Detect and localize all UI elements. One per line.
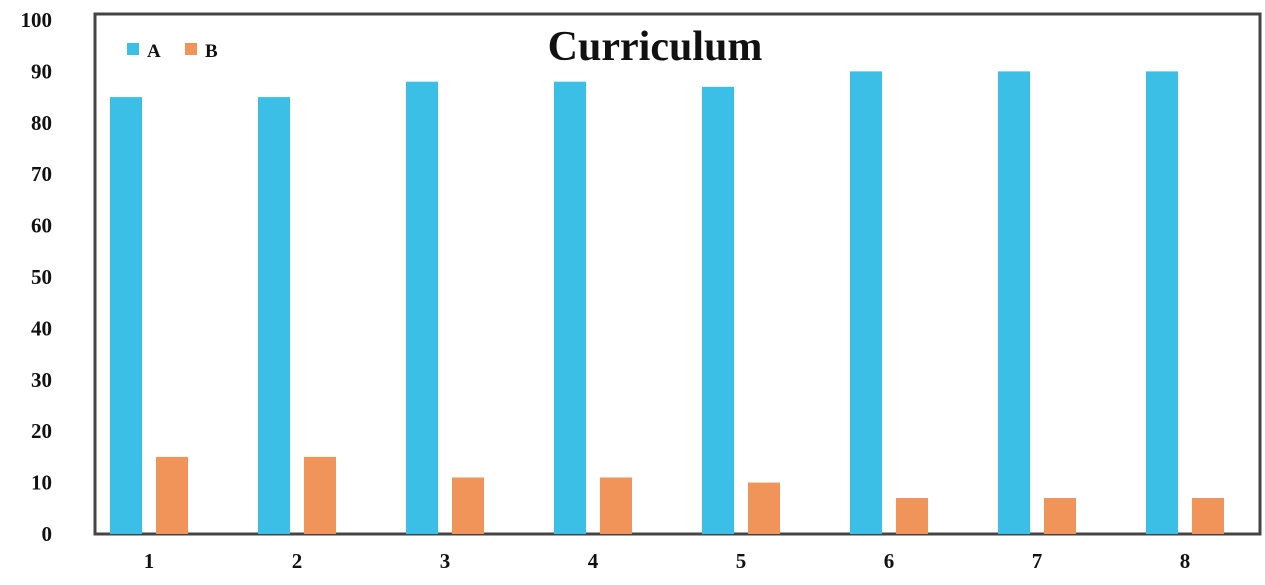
bar-A-1 bbox=[110, 97, 142, 534]
bar-B-6 bbox=[896, 498, 928, 534]
bar-B-3 bbox=[452, 477, 484, 534]
plot-frame bbox=[93, 12, 1262, 536]
x-tick-label: 8 bbox=[1180, 549, 1191, 573]
bar-B-1 bbox=[156, 456, 188, 534]
y-tick-label: 70 bbox=[31, 162, 52, 186]
x-axis: 1 2 3 4 5 6 7 8 bbox=[144, 549, 1191, 573]
bar-B-8 bbox=[1192, 498, 1224, 534]
legend-label: A bbox=[147, 41, 161, 62]
y-tick-label: 30 bbox=[31, 368, 52, 392]
bar-A-4 bbox=[554, 81, 586, 535]
x-tick-label: 1 bbox=[144, 549, 155, 573]
bar-A-2 bbox=[258, 97, 290, 534]
x-tick-label: 2 bbox=[292, 549, 303, 573]
bar-A-3 bbox=[406, 81, 438, 535]
y-tick-label: 10 bbox=[31, 471, 52, 495]
y-tick-label: 0 bbox=[42, 522, 53, 546]
y-tick-label: 100 bbox=[21, 8, 53, 32]
y-tick-label: 40 bbox=[31, 316, 52, 340]
x-tick-label: 5 bbox=[736, 549, 747, 573]
y-axis: 0 10 20 30 40 50 60 70 80 90 100 bbox=[21, 8, 53, 546]
bars bbox=[110, 71, 1224, 535]
legend-label: B bbox=[205, 41, 218, 62]
bar-A-6 bbox=[850, 71, 882, 535]
y-tick-label: 20 bbox=[31, 419, 52, 443]
x-tick-label: 3 bbox=[440, 549, 451, 573]
bar-B-7 bbox=[1044, 498, 1076, 534]
x-tick-label: 4 bbox=[588, 549, 599, 573]
y-tick-label: 60 bbox=[31, 214, 52, 238]
legend-swatch bbox=[185, 43, 197, 55]
bar-B-2 bbox=[304, 456, 336, 534]
y-tick-label: 50 bbox=[31, 265, 52, 289]
bar-A-7 bbox=[998, 71, 1030, 535]
legend-swatch bbox=[127, 43, 139, 55]
bar-B-5 bbox=[748, 482, 780, 534]
bar-B-4 bbox=[600, 477, 632, 534]
x-tick-label: 7 bbox=[1032, 549, 1043, 573]
x-tick-label: 6 bbox=[884, 549, 895, 573]
chart-title: Curriculum bbox=[548, 24, 763, 70]
y-tick-label: 90 bbox=[31, 59, 52, 83]
bar-A-8 bbox=[1146, 71, 1178, 535]
bar-A-5 bbox=[702, 86, 734, 534]
y-tick-label: 80 bbox=[31, 111, 52, 135]
